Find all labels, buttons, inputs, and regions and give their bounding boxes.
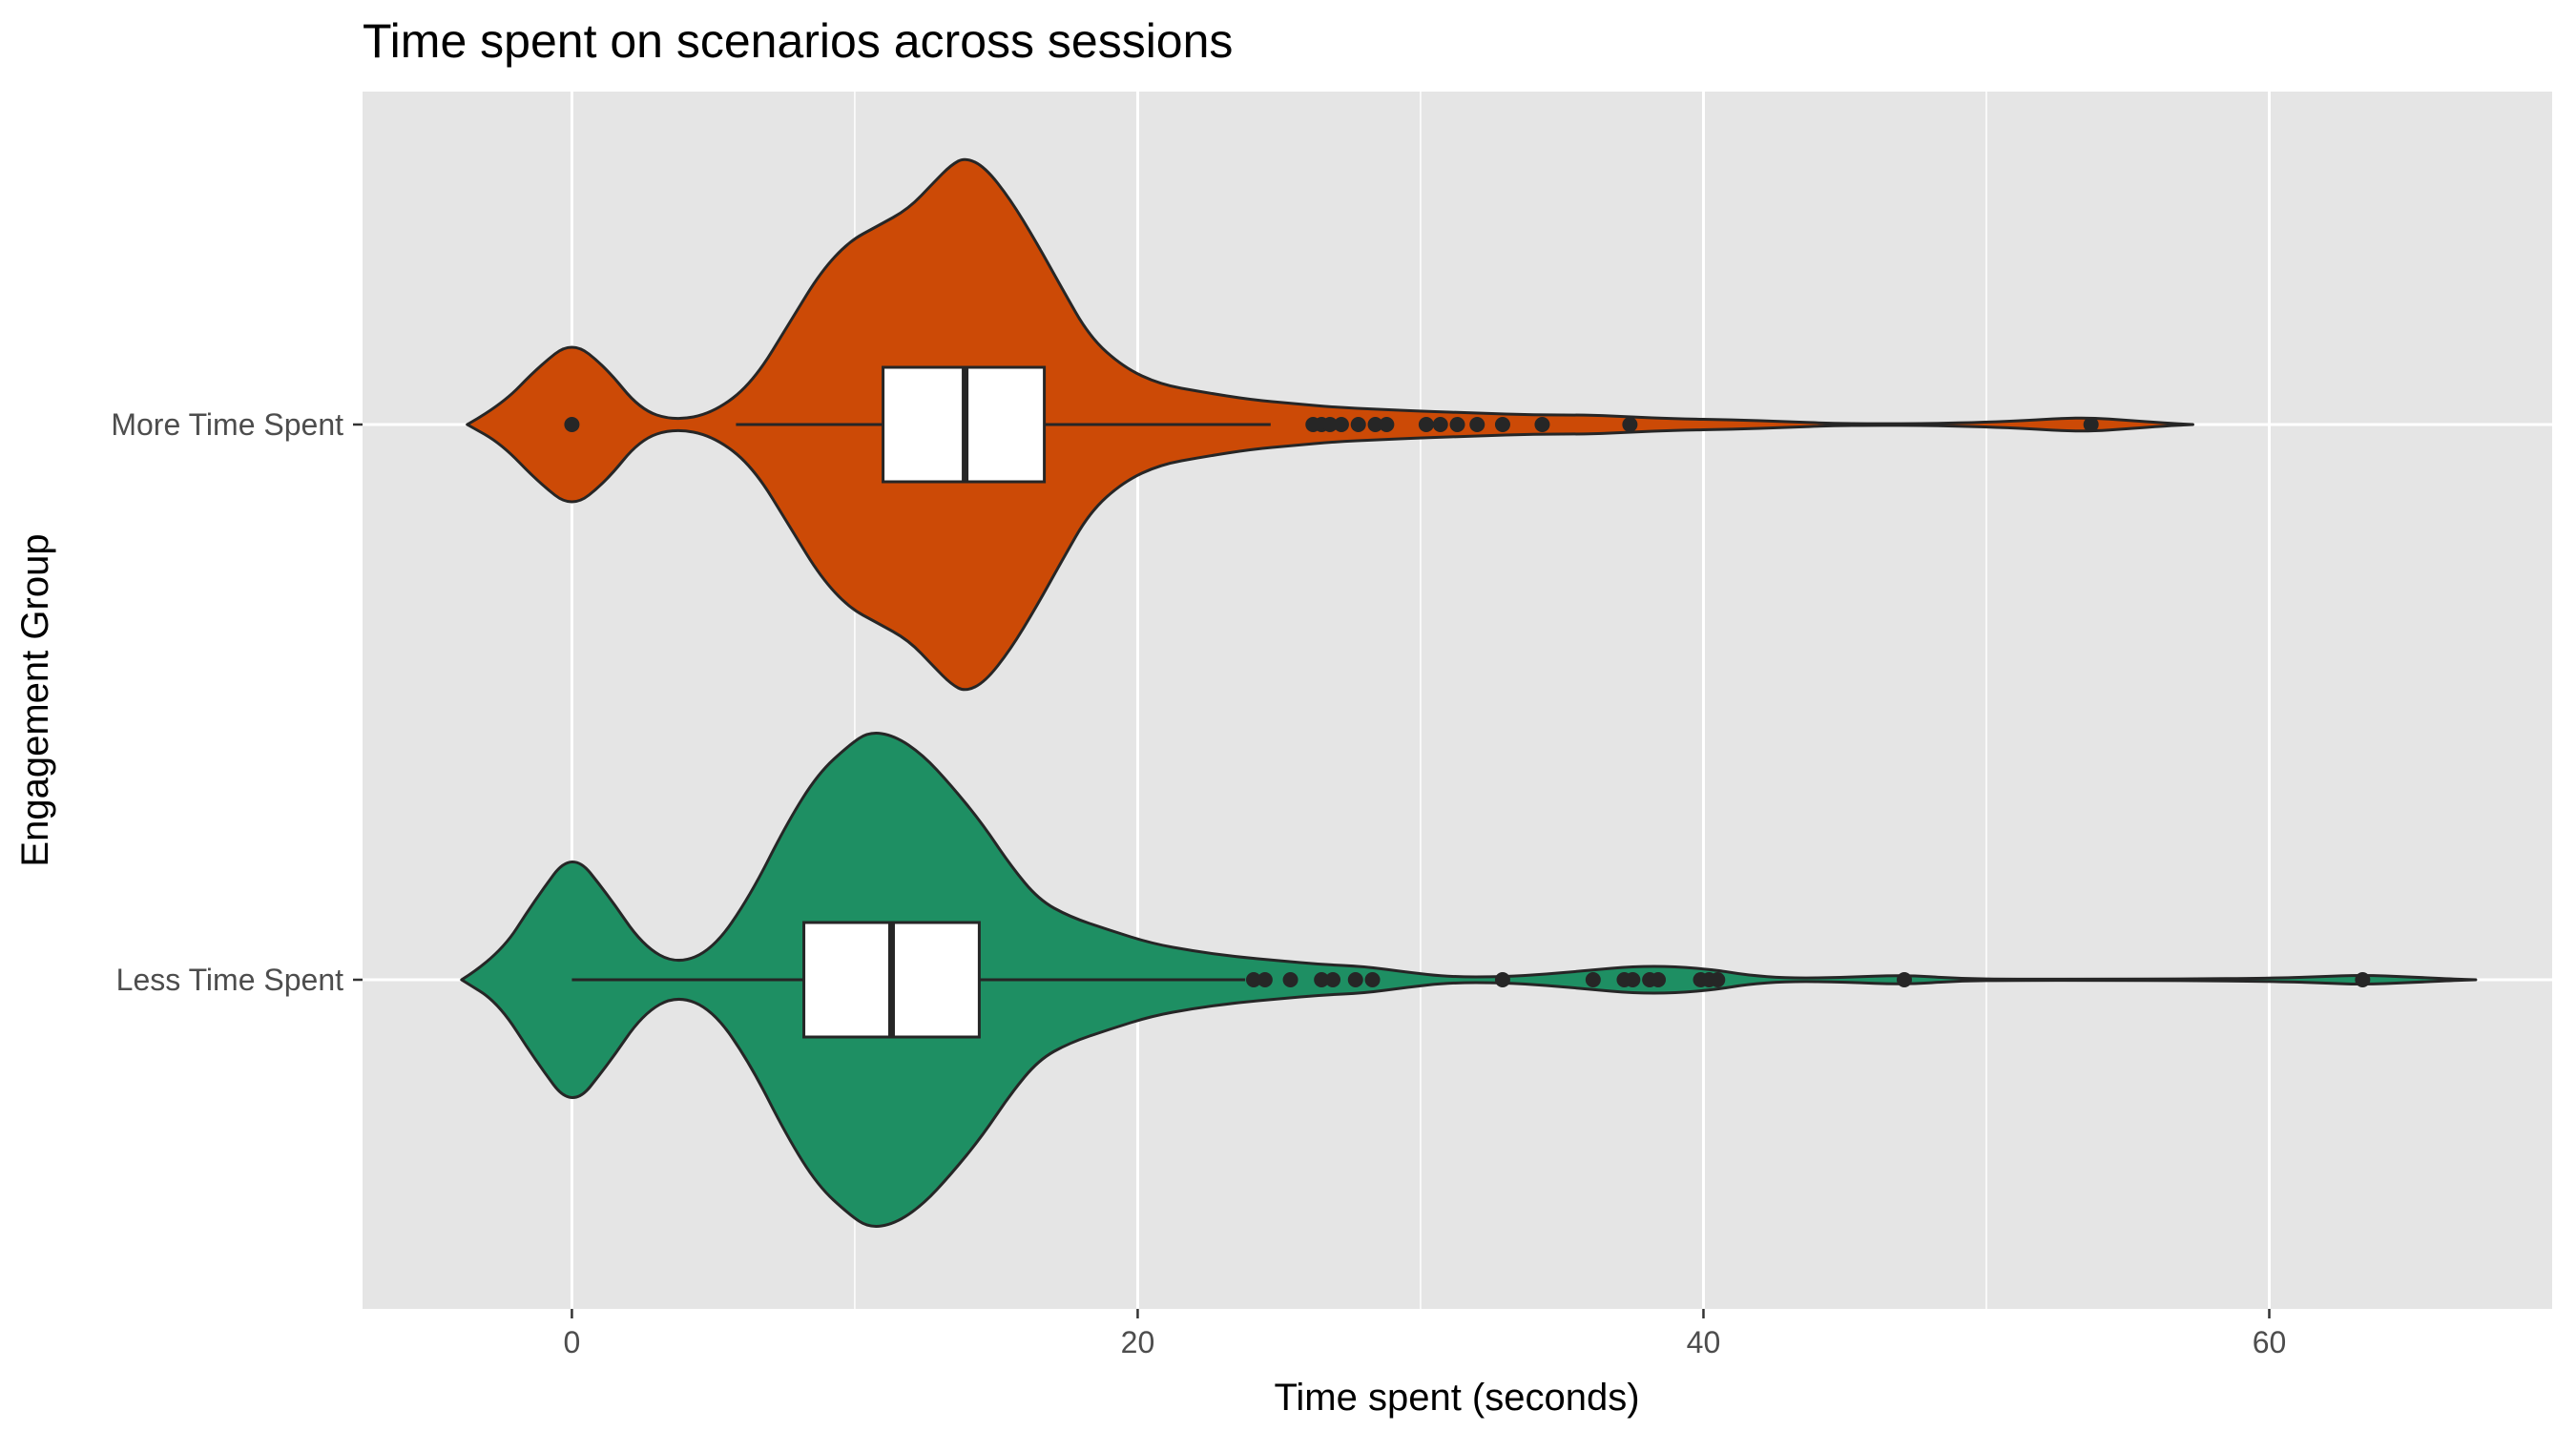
y-tick-label: More Time Spent: [111, 407, 343, 442]
outlier-point: [1534, 417, 1550, 432]
x-axis: 0 20 40 60: [564, 1309, 2287, 1359]
x-tick-label: 20: [1121, 1325, 1155, 1359]
outlier-point: [1314, 972, 1330, 987]
x-tick-label: 60: [2253, 1325, 2287, 1359]
outlier-point: [1651, 972, 1667, 987]
outlier-point: [2083, 417, 2099, 432]
outlier-point: [1622, 417, 1638, 432]
outlier-point: [1469, 417, 1485, 432]
outlier-point: [564, 417, 580, 432]
y-axis: Less Time Spent More Time Spent: [111, 407, 363, 997]
outlier-point: [1449, 417, 1465, 432]
plot-panel: [363, 92, 2552, 1309]
y-axis-title: Engagement Group: [14, 533, 56, 866]
outlier-point: [1710, 972, 1726, 987]
y-tick-label: Less Time Spent: [116, 963, 343, 997]
x-axis-title: Time spent (seconds): [1274, 1377, 1639, 1419]
outlier-point: [1367, 417, 1383, 432]
outlier-point: [1432, 417, 1448, 432]
outlier-point: [1246, 972, 1262, 987]
outlier-point: [1494, 972, 1510, 987]
x-tick-label: 0: [564, 1325, 581, 1359]
outlier-point: [1282, 972, 1298, 987]
outlier-point: [2355, 972, 2371, 987]
x-tick-label: 40: [1687, 1325, 1721, 1359]
outlier-point: [1322, 417, 1339, 432]
outlier-point: [1418, 417, 1434, 432]
outlier-point: [1257, 972, 1273, 987]
violin-less-time-spent: [460, 732, 2478, 1228]
outlier-point: [1364, 972, 1381, 987]
outlier-point: [1625, 972, 1641, 987]
outlier-point: [1333, 417, 1349, 432]
chart-title: Time spent on scenarios across sessions: [363, 14, 1233, 68]
violins: [460, 157, 2478, 1228]
outlier-point: [1350, 417, 1366, 432]
outlier-point: [1325, 972, 1341, 987]
outlier-point: [1347, 972, 1363, 987]
outlier-point: [1379, 417, 1395, 432]
outlier-point: [1585, 972, 1601, 987]
outlier-point: [1494, 417, 1510, 432]
outlier-point: [1896, 972, 1912, 987]
